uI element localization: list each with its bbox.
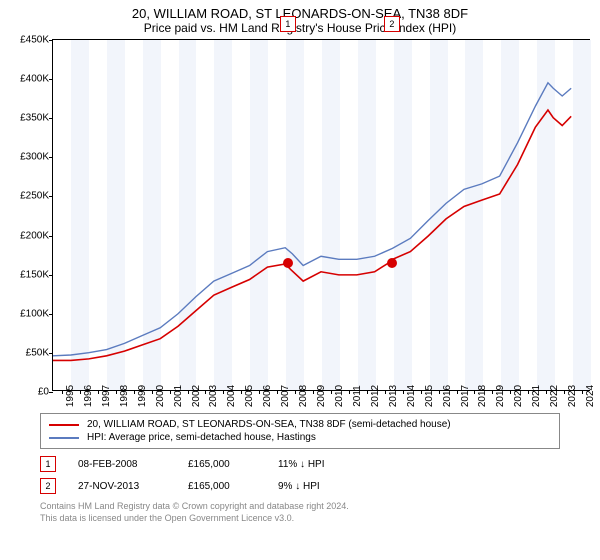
legend-swatch [49,424,79,426]
y-tick-label: £400K [3,74,49,85]
footer-line2: This data is licensed under the Open Gov… [40,513,560,525]
chart-container: 20, WILLIAM ROAD, ST LEONARDS-ON-SEA, TN… [0,0,600,560]
transaction-row: 1 08-FEB-2008£165,00011% ↓ HPI [40,453,560,475]
footer-line1: Contains HM Land Registry data © Crown c… [40,501,560,513]
legend-item: HPI: Average price, semi-detached house,… [49,431,551,444]
y-tick-label: £450K [3,35,49,46]
legend-label: HPI: Average price, semi-detached house,… [87,432,316,443]
y-tick-label: £100K [3,308,49,319]
transaction-price: £165,000 [188,481,278,492]
y-tick-label: £200K [3,230,49,241]
footer-attribution: Contains HM Land Registry data © Crown c… [40,501,560,524]
page-subtitle: Price paid vs. HM Land Registry's House … [0,21,600,39]
chart-area: £0£50K£100K£150K£200K£250K£300K£350K£400… [52,39,590,409]
transaction-date: 27-NOV-2013 [78,481,188,492]
y-tick-label: £300K [3,152,49,163]
legend-item: 20, WILLIAM ROAD, ST LEONARDS-ON-SEA, TN… [49,418,551,431]
series-property [53,110,571,360]
transaction-date: 08-FEB-2008 [78,459,188,470]
plot-area: £0£50K£100K£150K£200K£250K£300K£350K£400… [52,39,590,391]
sale-marker-label: 1 [280,16,296,32]
y-tick-label: £350K [3,113,49,124]
series-svg [53,40,589,390]
y-tick-label: £250K [3,191,49,202]
legend: 20, WILLIAM ROAD, ST LEONARDS-ON-SEA, TN… [40,413,560,449]
transaction-row: 2 27-NOV-2013£165,0009% ↓ HPI [40,475,560,497]
series-hpi [53,83,571,356]
transaction-index-box: 1 [40,456,56,472]
legend-label: 20, WILLIAM ROAD, ST LEONARDS-ON-SEA, TN… [87,419,451,430]
sale-marker-dot [283,258,293,268]
legend-swatch [49,437,79,439]
page-title: 20, WILLIAM ROAD, ST LEONARDS-ON-SEA, TN… [0,0,600,21]
sale-marker-label: 2 [384,16,400,32]
sale-marker-dot [387,258,397,268]
y-tick-label: £150K [3,269,49,280]
transaction-price: £165,000 [188,459,278,470]
transaction-delta: 9% ↓ HPI [278,481,338,492]
transaction-delta: 11% ↓ HPI [278,459,338,470]
y-tick-label: £50K [3,347,49,358]
transaction-table: 1 08-FEB-2008£165,00011% ↓ HPI 2 27-NOV-201… [40,453,560,497]
y-tick-label: £0 [3,387,49,398]
transaction-index-box: 2 [40,478,56,494]
